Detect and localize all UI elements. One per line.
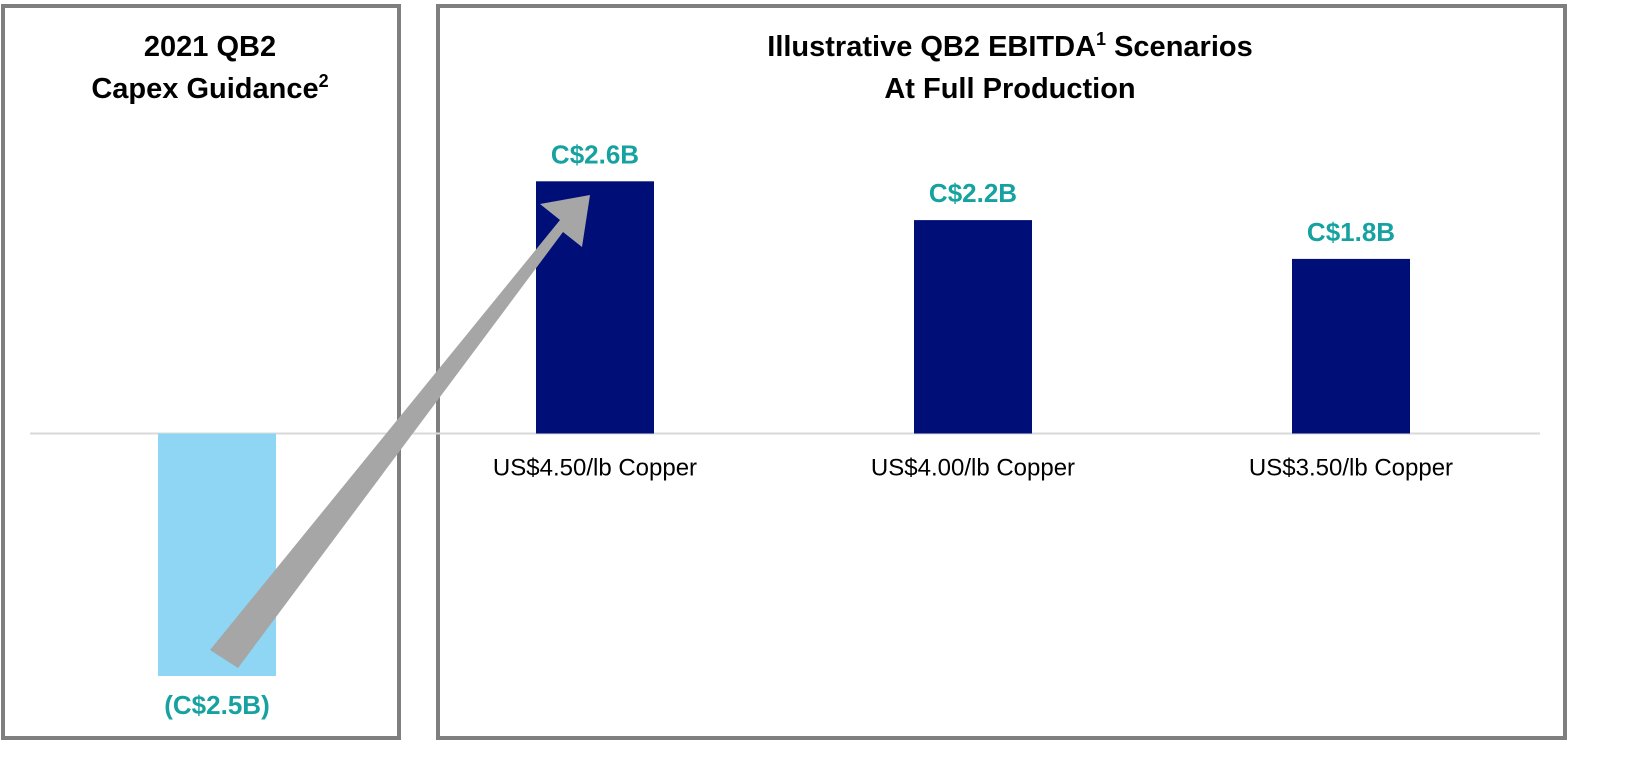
title-text: At Full Production — [884, 73, 1135, 105]
value-label: C$2.6B — [551, 139, 639, 169]
left-panel — [1, 4, 401, 740]
value-label: C$2.2B — [929, 178, 1017, 208]
chart-title: Illustrative QB2 EBITDA1 Scenarios — [767, 29, 1252, 63]
value-label: (C$2.5B) — [164, 690, 269, 720]
category-label: US$4.00/lb Copper — [871, 455, 1075, 482]
marks: 2021 QB2 Capex Guidance2 (C$2.5B) Illustrat… — [91, 29, 1453, 720]
title-text: Capex Guidance — [91, 73, 318, 105]
arrow — [210, 195, 590, 668]
title-superscript: 1 — [1096, 29, 1106, 49]
value-label: C$1.8B — [1307, 217, 1395, 247]
title-text: 2021 QB2 — [144, 31, 276, 63]
bar — [536, 181, 654, 434]
title-text: Illustrative QB2 EBITDA — [767, 31, 1096, 63]
chart-title: 2021 QB2 — [144, 31, 276, 63]
chart-title: Capex Guidance2 — [91, 71, 328, 105]
category-label: US$3.50/lb Copper — [1249, 455, 1453, 482]
title-text: Scenarios — [1106, 31, 1253, 63]
category-label: US$4.50/lb Copper — [493, 455, 697, 482]
bar — [1292, 258, 1410, 434]
bar — [914, 220, 1032, 434]
title-superscript: 2 — [319, 71, 329, 91]
chart-title: At Full Production — [884, 73, 1135, 105]
